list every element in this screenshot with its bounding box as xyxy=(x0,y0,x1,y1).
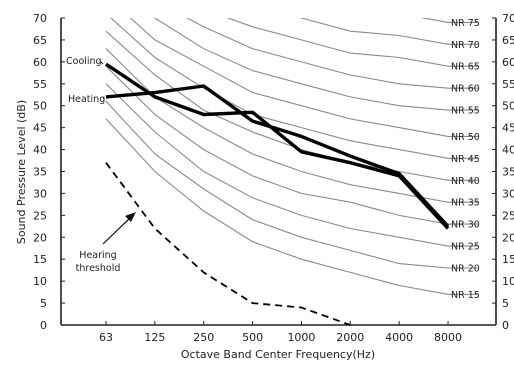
y-tick-label-left: 55 xyxy=(33,78,47,91)
cooling-leader xyxy=(99,60,104,65)
nr-curve-nr65 xyxy=(226,18,478,67)
nr-curve-label: NR 15 xyxy=(451,290,480,301)
y-tick-label-left: 40 xyxy=(33,144,47,157)
hearing-threshold-arrow xyxy=(102,215,133,245)
nr-curve-label: NR 30 xyxy=(451,220,480,231)
nr-curve-nr55 xyxy=(154,18,478,111)
nr-curve-label: NR 65 xyxy=(451,62,480,73)
x-tick-label: 2000 xyxy=(336,331,364,344)
y-tick-label-left: 25 xyxy=(33,209,47,222)
y-tick-label-left: 65 xyxy=(33,34,47,47)
x-tick-label: 125 xyxy=(144,331,165,344)
nr-curve-nr15 xyxy=(105,118,478,295)
nr-curve-nr70 xyxy=(299,18,478,45)
heating-series-label: Heating xyxy=(68,94,105,105)
nr-curve-label: NR 55 xyxy=(451,106,480,117)
nr-curve-label: NR 60 xyxy=(451,84,480,95)
nr-curve-labels: NR 15 NR 20 NR 25 NR 30 NR 35 NR 40 NR 45 NR 50… xyxy=(451,18,480,301)
y-tick-label-left: 50 xyxy=(33,100,47,113)
nr-curve-nr40 xyxy=(105,30,478,181)
y-tick-label-left: 30 xyxy=(33,187,47,200)
y-tick-label-right: 10 xyxy=(502,275,514,288)
x-tick-label: 1000 xyxy=(287,331,315,344)
y-tick-label-left: 70 xyxy=(33,12,47,25)
y-tick-label-right: 35 xyxy=(502,166,514,179)
nr-curve-nr30 xyxy=(105,65,478,225)
nr-curve-nr75 xyxy=(420,18,478,23)
y-axis-label: Sound Pressure Level (dB) xyxy=(15,100,28,244)
y-tick-label-right: 45 xyxy=(502,122,514,135)
y-tick-label-right: 70 xyxy=(502,12,514,25)
nr-curve-label: NR 40 xyxy=(451,176,480,187)
nr-curve-label: NR 20 xyxy=(451,264,480,275)
nr-curve-label: NR 50 xyxy=(451,132,480,143)
y-tick-label-left: 20 xyxy=(33,231,47,244)
cooling-series-label: Cooling xyxy=(66,56,102,67)
y-tick-label-left: 15 xyxy=(33,253,47,266)
y-tick-label-right: 60 xyxy=(502,56,514,69)
y-tick-label-left: 60 xyxy=(33,56,47,69)
y-tick-label-right: 30 xyxy=(502,187,514,200)
x-tick-label: 8000 xyxy=(434,331,462,344)
nr-curve-nr60 xyxy=(186,18,478,89)
x-tick-label: 63 xyxy=(99,331,113,344)
hearing-threshold-arrowhead xyxy=(125,212,136,222)
y-tick-label-right: 25 xyxy=(502,209,514,222)
y-tick-label-right: 0 xyxy=(502,319,509,332)
heating-line xyxy=(105,84,450,228)
y-tick-label-right: 5 xyxy=(502,297,509,310)
y-tick-label-left: 0 xyxy=(40,319,47,332)
y-tick-label-right: 65 xyxy=(502,34,514,47)
plot-frame xyxy=(60,18,497,326)
nr-curve-label: NR 75 xyxy=(451,18,480,29)
series-lines xyxy=(99,60,450,326)
y-tick-label-left: 5 xyxy=(40,297,47,310)
nr-curve-nr35 xyxy=(105,48,478,203)
nr-curve-label: NR 70 xyxy=(451,40,480,51)
nr-curve-nr25 xyxy=(105,83,478,247)
cooling-line xyxy=(105,62,450,230)
y-tick-label-right: 55 xyxy=(502,78,514,91)
y-tick-label-right: 40 xyxy=(502,144,514,157)
y-tick-label-left: 35 xyxy=(33,166,47,179)
nr-curve-nr50 xyxy=(129,18,478,137)
y-tick-label-right: 20 xyxy=(502,231,514,244)
nr-curve-nr45 xyxy=(110,18,478,159)
y-tick-label-right: 15 xyxy=(502,253,514,266)
hearing-threshold-line xyxy=(105,162,351,326)
nr-curve-label: NR 35 xyxy=(451,198,480,209)
hearing-threshold-label-line1: Hearing xyxy=(79,250,116,261)
nr-curve-label: NR 25 xyxy=(451,242,480,253)
x-tick-label: 4000 xyxy=(385,331,413,344)
y-tick-label-left: 10 xyxy=(33,275,47,288)
x-tick-label: 250 xyxy=(193,331,214,344)
x-axis-label: Octave Band Center Frequency(Hz) xyxy=(181,348,375,361)
hearing-threshold-label-line2: threshold xyxy=(76,263,121,274)
y-tick-label-right: 50 xyxy=(502,100,514,113)
y-tick-label-left: 45 xyxy=(33,122,47,135)
x-tick-label: 500 xyxy=(242,331,263,344)
nr-curve-label: NR 45 xyxy=(451,154,480,165)
nr-curve-nr20 xyxy=(105,100,478,269)
nr-curves xyxy=(105,18,478,295)
heating-leader xyxy=(102,96,105,100)
